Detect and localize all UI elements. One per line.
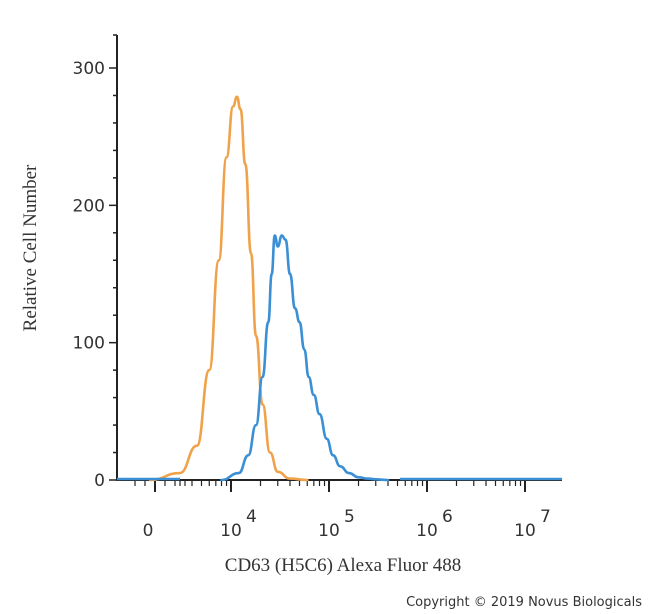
x-tick-label: 0 — [143, 521, 154, 541]
x-tick-label: 10 — [220, 521, 242, 541]
y-axis-label: Relative Cell Number — [20, 164, 41, 331]
x-tick-exponent: 4 — [246, 507, 257, 527]
y-tick-label: 200 — [73, 196, 105, 216]
y-tick-label: 300 — [73, 59, 105, 79]
x-tick-label: 10 — [318, 521, 340, 541]
series-line-0 — [149, 95, 309, 482]
series-line-1 — [220, 234, 390, 482]
y-tick-label: 0 — [94, 471, 105, 491]
copyright-notice: Copyright © 2019 Novus Biologicals — [406, 595, 642, 610]
axes — [109, 34, 562, 492]
x-tick-exponent: 7 — [540, 507, 551, 527]
x-tick-exponent: 6 — [442, 507, 453, 527]
y-tick-label: 100 — [73, 334, 105, 354]
x-tick-label: 10 — [416, 521, 438, 541]
x-tick-exponent: 5 — [344, 507, 355, 527]
x-axis-label: CD63 (H5C6) Alexa Fluor 488 — [225, 555, 461, 576]
x-tick-label: 10 — [514, 521, 536, 541]
series-layer — [117, 95, 562, 482]
